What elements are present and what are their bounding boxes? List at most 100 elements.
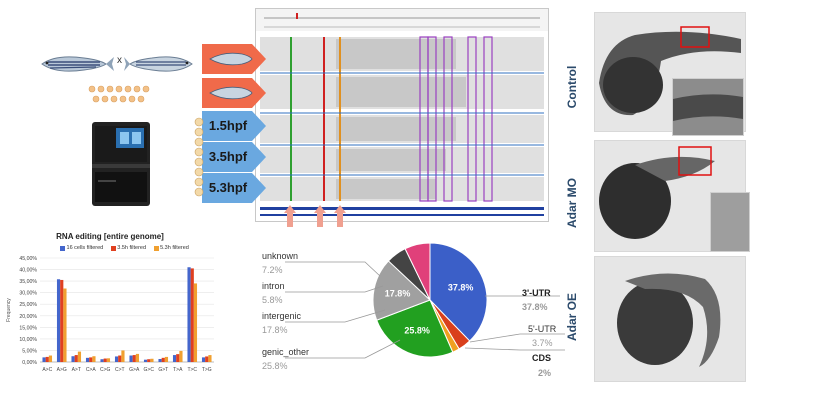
embryo-adar-oe-image [617, 273, 721, 367]
leader-line [285, 309, 386, 323]
y-tick-label: 20,00% [19, 314, 37, 320]
bar [89, 357, 93, 362]
adult-fish-arrow-1 [202, 44, 266, 74]
pie-label-genic-other: genic_other [262, 347, 310, 357]
y-tick-label: 30,00% [19, 291, 37, 297]
embryo-label-control: Control [565, 65, 579, 109]
embryo-label-adar-mo: Adar MO [565, 178, 579, 229]
cross-symbol: x [117, 55, 122, 66]
leader-line [285, 285, 384, 293]
pie-label-unknown: unknown [262, 251, 299, 261]
x-tick-label: A>G [57, 367, 67, 373]
bar [135, 353, 140, 362]
bar [77, 351, 82, 362]
editing-bar-chart: RNA editing [entire genome] 16 cells fil… [0, 232, 220, 382]
bar [71, 356, 75, 362]
pie-pct-cds: 2% [538, 368, 552, 378]
y-axis-label: Frequency [6, 298, 12, 322]
x-tick-label: T>A [173, 367, 183, 373]
y-tick-label: 35,00% [19, 279, 37, 285]
x-tick-label: A>C [42, 367, 52, 373]
bar [161, 357, 165, 362]
embryo-adar-mo-image [599, 146, 715, 239]
stage-label: 3.5hpf [208, 149, 248, 164]
bar [106, 358, 111, 362]
stage-label: 1.5hpf [208, 118, 248, 133]
bar [205, 356, 209, 362]
embryo-label-adar-oe: Adar OE [565, 293, 579, 342]
bar-chart-plot: 0,00% 5,00% 10,00% 15,00% 20,00% 25,00% 30,00%… [6, 256, 214, 373]
bar [60, 279, 64, 362]
y-tick-label: 5,00% [22, 348, 37, 354]
embryo-panel-adar-oe [594, 256, 746, 382]
embryo-control-image [599, 26, 741, 116]
zebrafish-female-icon [124, 56, 193, 72]
chart-legend: 16 cells filtered 3.5h filtered 5.3h fil… [60, 245, 220, 255]
leader-line [464, 347, 565, 351]
leader-line [285, 339, 401, 359]
chart-title: RNA editing [entire genome] [56, 232, 164, 241]
x-tick-label: G>C [144, 367, 155, 373]
bar [143, 359, 148, 362]
pie-slice-label: 37.8% [448, 283, 474, 293]
bar [56, 279, 61, 362]
y-tick-label: 0,00% [22, 360, 37, 366]
pie-label-3utr: 3'-UTR [522, 288, 551, 298]
bar [132, 355, 136, 362]
bar [208, 355, 212, 362]
pie-chart-plot: 37.8% 25.8% 17.8% [285, 242, 565, 359]
adult-fish-arrow-2 [202, 78, 266, 108]
legend-label-2: 3.5h filtered [117, 245, 147, 251]
pie-pct-genic-other: 25.8% [262, 361, 288, 371]
y-tick-label: 40,00% [19, 268, 37, 274]
pie-pct-3utr: 37.8% [522, 302, 548, 312]
x-tick-label: C>A [86, 367, 97, 373]
pie-slice-label: 17.8% [385, 289, 411, 299]
bar [100, 359, 104, 362]
bar [103, 358, 107, 362]
x-tick-label: A>T [72, 367, 81, 373]
stage-arrow-1: 1.5hpf [202, 111, 266, 141]
leader-line [469, 333, 565, 343]
pie-pct-unknown: 7.2% [262, 265, 283, 275]
embryo-inset-control [672, 78, 744, 136]
cell-cluster-icon [194, 117, 204, 197]
bar [45, 356, 49, 362]
y-tick-label: 45,00% [19, 256, 37, 262]
bar [150, 358, 154, 362]
bar [158, 358, 162, 362]
bar [172, 355, 177, 362]
sequencer-machine-icon [92, 122, 150, 206]
bar [42, 357, 46, 362]
bar [118, 355, 122, 362]
bar [176, 354, 180, 362]
legend-swatch-1 [60, 245, 65, 251]
genome-browser-panel [255, 8, 549, 222]
legend-label-1: 16 cells filtered [66, 245, 104, 251]
bar [201, 357, 206, 362]
bar [121, 350, 125, 362]
zebrafish-male-icon [41, 56, 114, 72]
x-tick-label: G>T [158, 367, 168, 373]
bar [147, 359, 151, 362]
bar [63, 288, 67, 362]
pie-label-5utr: 5'-UTR [528, 324, 557, 334]
y-tick-label: 10,00% [19, 337, 37, 343]
pie-pct-5utr: 3.7% [532, 338, 553, 348]
pie-slice [376, 299, 454, 358]
genome-browser-tracks [256, 9, 548, 216]
pie-label-intron: intron [262, 281, 285, 291]
bar [187, 267, 191, 362]
x-tick-label: T>G [202, 367, 212, 373]
legend-swatch-3 [153, 245, 159, 251]
stage-arrow-3: 5.3hpf [202, 173, 266, 203]
variant-marker-arrows [284, 205, 346, 227]
pie-slice [404, 242, 431, 301]
bar [114, 356, 119, 362]
x-tick-label: G>A [129, 367, 140, 373]
embryo-inset-adar-mo [710, 192, 750, 252]
pie-slice-label: 25.8% [404, 325, 430, 335]
pie-pct-intron: 5.8% [262, 295, 283, 305]
embryo-eggs-icon [88, 85, 150, 103]
bar [164, 356, 169, 362]
